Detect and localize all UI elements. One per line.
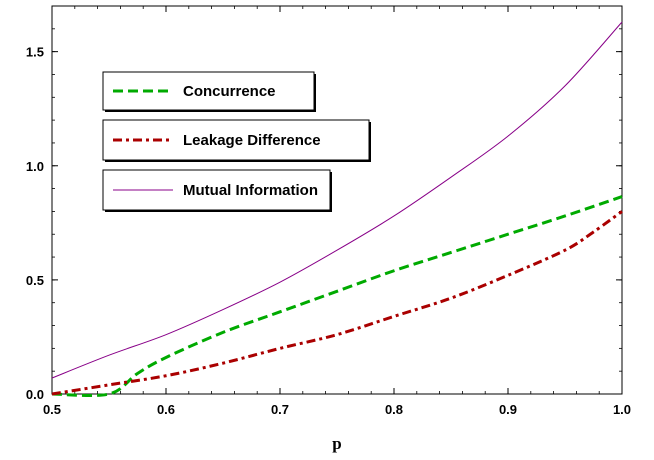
series-lines (51, 21, 623, 398)
plot-frame (51, 5, 623, 395)
x-axis-title: p (332, 434, 341, 453)
series-line-mutual-information (51, 21, 623, 379)
y-tick-label: 0.0 (26, 387, 44, 402)
legend-entry-concurrence: Concurrence (102, 71, 316, 112)
legend: Concurrence Leakage Difference Mutual Info… (102, 71, 371, 212)
y-tick-label: 1.5 (26, 45, 44, 60)
x-tick-label: 1.0 (613, 402, 631, 417)
y-tick-label: 0.5 (26, 273, 44, 288)
legend-label: Concurrence (183, 83, 276, 100)
series-line-concurrence (51, 195, 623, 398)
legend-entry-leakage-difference: Leakage Difference (102, 119, 371, 162)
legend-label: Mutual Information (183, 182, 318, 199)
plot-border (51, 5, 623, 395)
axis-ticks: 0.5 0.6 0.7 0.8 0.9 1.00.00.51.01.5 (26, 5, 631, 417)
legend-label: Leakage Difference (183, 132, 321, 149)
x-tick-label: 0.5 (43, 402, 61, 417)
legend-box (102, 71, 315, 111)
x-tick-label: 0.8 (385, 402, 403, 417)
legend-entry-mutual-information: Mutual Information (102, 169, 332, 212)
y-tick-label: 1.0 (26, 159, 44, 174)
x-tick-label: 0.6 (157, 402, 175, 417)
x-tick-label: 0.7 (271, 402, 289, 417)
x-tick-label: 0.9 (499, 402, 517, 417)
series-line-leakage-difference (51, 210, 623, 396)
